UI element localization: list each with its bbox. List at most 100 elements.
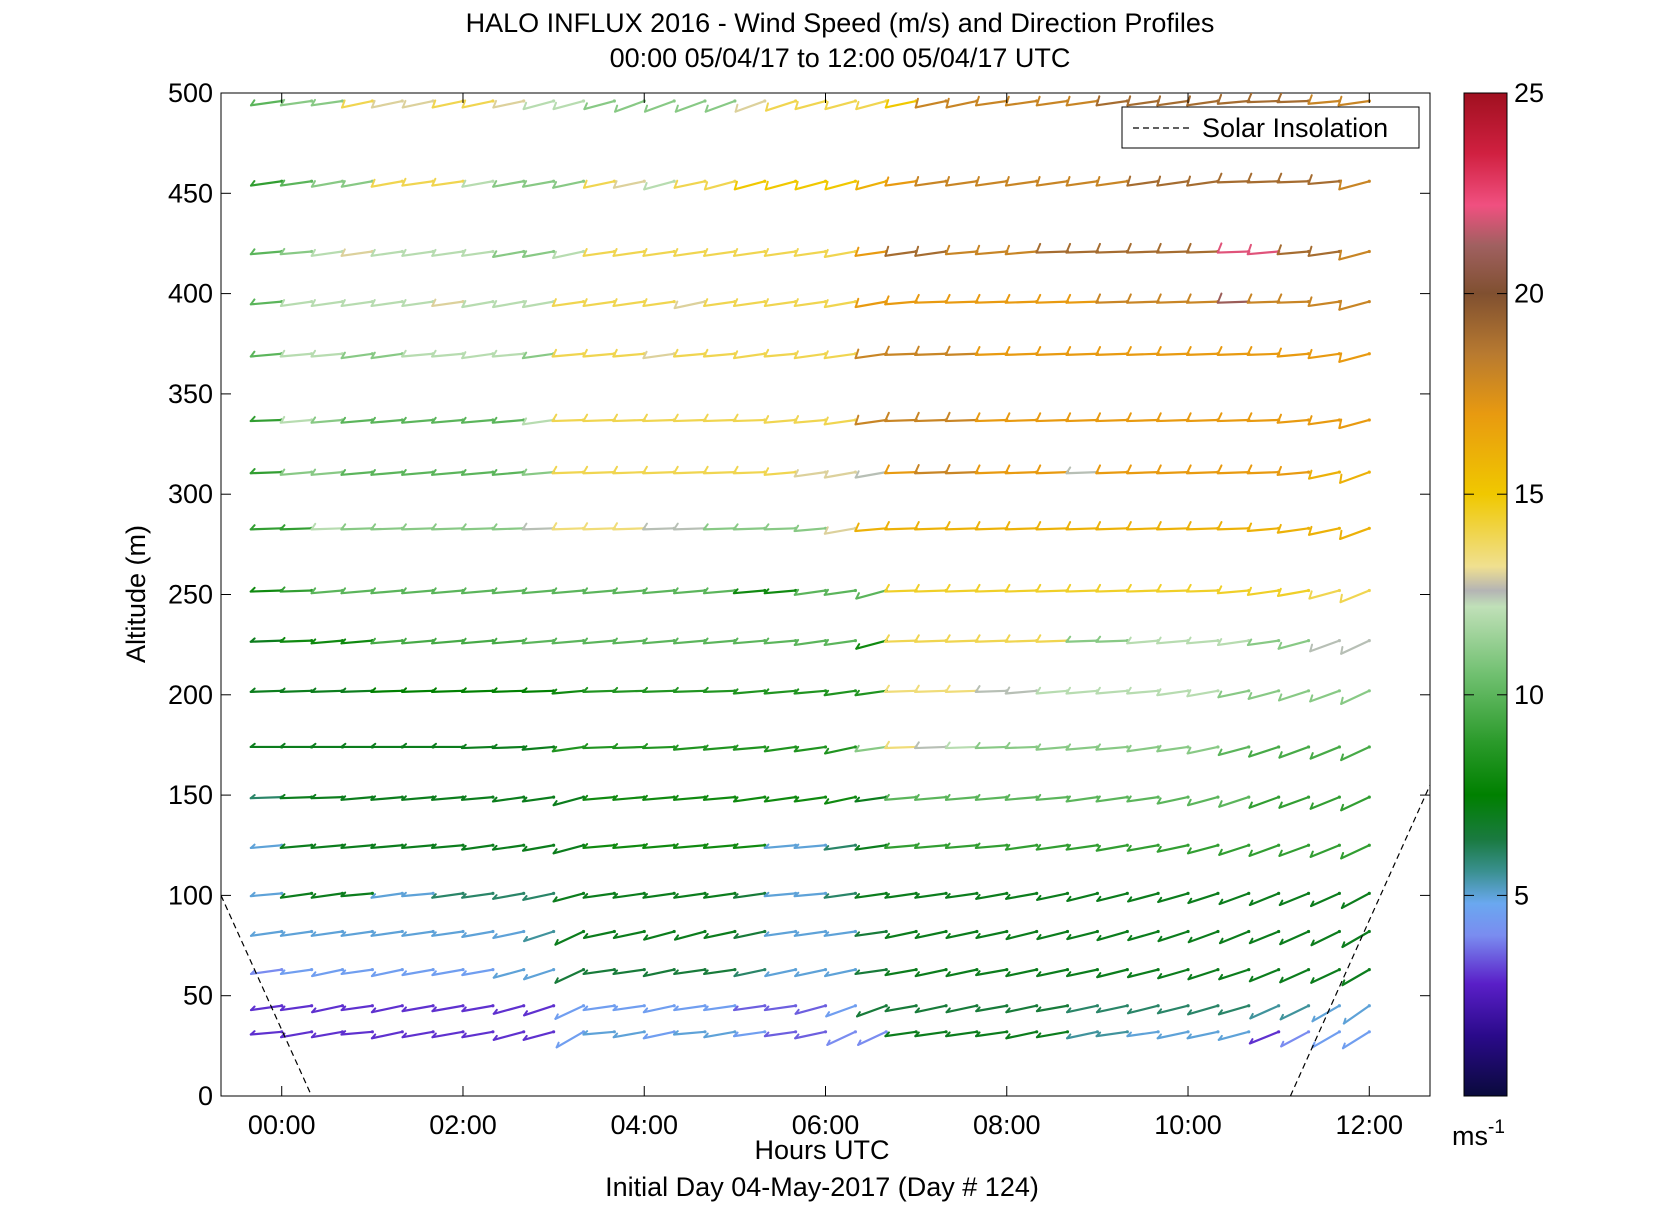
wind-barb (461, 299, 495, 309)
wind-barb (1217, 689, 1251, 699)
wind-barb-staff (1005, 930, 1038, 941)
wind-barb-feather (1156, 521, 1162, 531)
wind-barb-station (1277, 689, 1281, 693)
wind-barb-feather (340, 931, 347, 937)
wind-barb-staff (1035, 1004, 1069, 1013)
wind-barb-staff (884, 968, 918, 977)
wind-barb (1217, 1030, 1251, 1041)
wind-barb-feather (1004, 634, 1011, 643)
wind-barb-feather (521, 351, 528, 360)
wind-barb-staff (1155, 471, 1190, 475)
wind-barb-staff (975, 968, 1008, 977)
wind-barb-feather (521, 637, 528, 645)
wind-barb-staff (310, 99, 344, 107)
wind-barb-staff (672, 689, 707, 693)
wind-barb (1096, 891, 1129, 902)
wind-barb-feather (702, 686, 709, 693)
wind-barb-staff (703, 1004, 736, 1012)
wind-barb (340, 891, 374, 898)
wind-barb-feather (279, 793, 286, 800)
wind-barb-feather (1035, 634, 1042, 643)
wind-barb-staff (340, 99, 374, 109)
wind-barb-station (400, 249, 404, 254)
wind-barb-staff (612, 250, 646, 257)
wind-barb-feather (1095, 95, 1101, 107)
solar-insolation-lines (221, 784, 1430, 1096)
wind-barb (1307, 525, 1341, 536)
wind-barb-staff (491, 745, 525, 750)
wind-barb-staff (1276, 180, 1310, 184)
wind-barb-station (642, 929, 646, 934)
wind-barb-feather (431, 931, 437, 937)
wind-barb-staff (732, 352, 766, 360)
wind-barb-feather (914, 793, 920, 801)
wind-barb-station (552, 1004, 556, 1008)
wind-barb (249, 843, 284, 850)
wind-barb-staff (554, 1004, 585, 1020)
wind-barb-station (1216, 968, 1220, 972)
wind-barb (914, 929, 948, 940)
wind-barb-station (552, 1030, 556, 1034)
y-tick-label: 150 (168, 780, 213, 810)
wind-barb-station (1095, 1030, 1099, 1034)
wind-barb (1278, 745, 1311, 759)
wind-barb-feather (765, 102, 769, 112)
wind-barb (642, 298, 676, 308)
wind-barb-feather (1276, 347, 1282, 358)
wind-barb-feather (310, 522, 317, 531)
wind-barb-station (793, 968, 798, 972)
wind-barb-feather (1276, 172, 1283, 184)
x-tick-label: 12:00 (1335, 1110, 1403, 1140)
wind-barb-feather (401, 1032, 407, 1039)
wind-barb-feather (1278, 899, 1284, 907)
wind-barb (1279, 929, 1311, 946)
wind-barb-feather (944, 583, 951, 593)
wind-barb-feather (1095, 686, 1101, 695)
wind-barb-staff (249, 1004, 283, 1012)
wind-barb-feather (673, 1005, 679, 1012)
wind-barb (1218, 795, 1251, 808)
wind-barb-station (823, 179, 828, 183)
wind-barb-feather (1218, 800, 1223, 808)
wind-barb-feather (551, 413, 558, 423)
wind-barb (673, 929, 707, 941)
wind-barb-staff (642, 471, 676, 475)
wind-barb-feather (644, 104, 649, 113)
wind-barb-staff (1186, 99, 1220, 107)
wind-barb-station (552, 179, 556, 183)
wind-barb-feather (1005, 1033, 1011, 1040)
wind-barb (492, 1004, 526, 1015)
wind-barb (1341, 929, 1371, 949)
wind-barb-station (1216, 891, 1220, 895)
wind-barb-feather (855, 643, 861, 650)
wind-barb (431, 298, 465, 308)
wind-barb (1005, 968, 1039, 978)
wind-barb-feather (944, 463, 951, 475)
wind-barb-feather (856, 1011, 861, 1018)
wind-barb-feather (1249, 1012, 1254, 1020)
wind-barb (703, 968, 737, 976)
wind-barb (673, 1004, 707, 1012)
wind-barb-staff (279, 418, 313, 424)
wind-barb-staff (763, 689, 797, 695)
wind-barb-feather (914, 245, 920, 257)
wind-barb-staff (944, 471, 978, 475)
wind-barb-staff (430, 844, 465, 850)
wind-barb (1065, 843, 1099, 851)
wind-barb-station (642, 968, 646, 972)
wind-barb-staff (642, 589, 676, 595)
wind-barb (975, 1004, 1009, 1013)
wind-barb-staff (1186, 1030, 1220, 1040)
wind-barb-feather (491, 469, 498, 476)
wind-barb-staff (1035, 471, 1069, 475)
wind-barb (763, 795, 798, 803)
wind-barb (763, 1030, 798, 1038)
wind-barb-staff (401, 250, 435, 257)
wind-barb-feather (401, 248, 407, 257)
wind-barb (823, 588, 858, 596)
wind-barb-feather (1005, 893, 1011, 900)
wind-barb-feather (523, 1010, 529, 1017)
wind-barb-feather (733, 350, 739, 360)
wind-barb-staff (340, 844, 374, 850)
wind-barb-feather (914, 893, 920, 899)
